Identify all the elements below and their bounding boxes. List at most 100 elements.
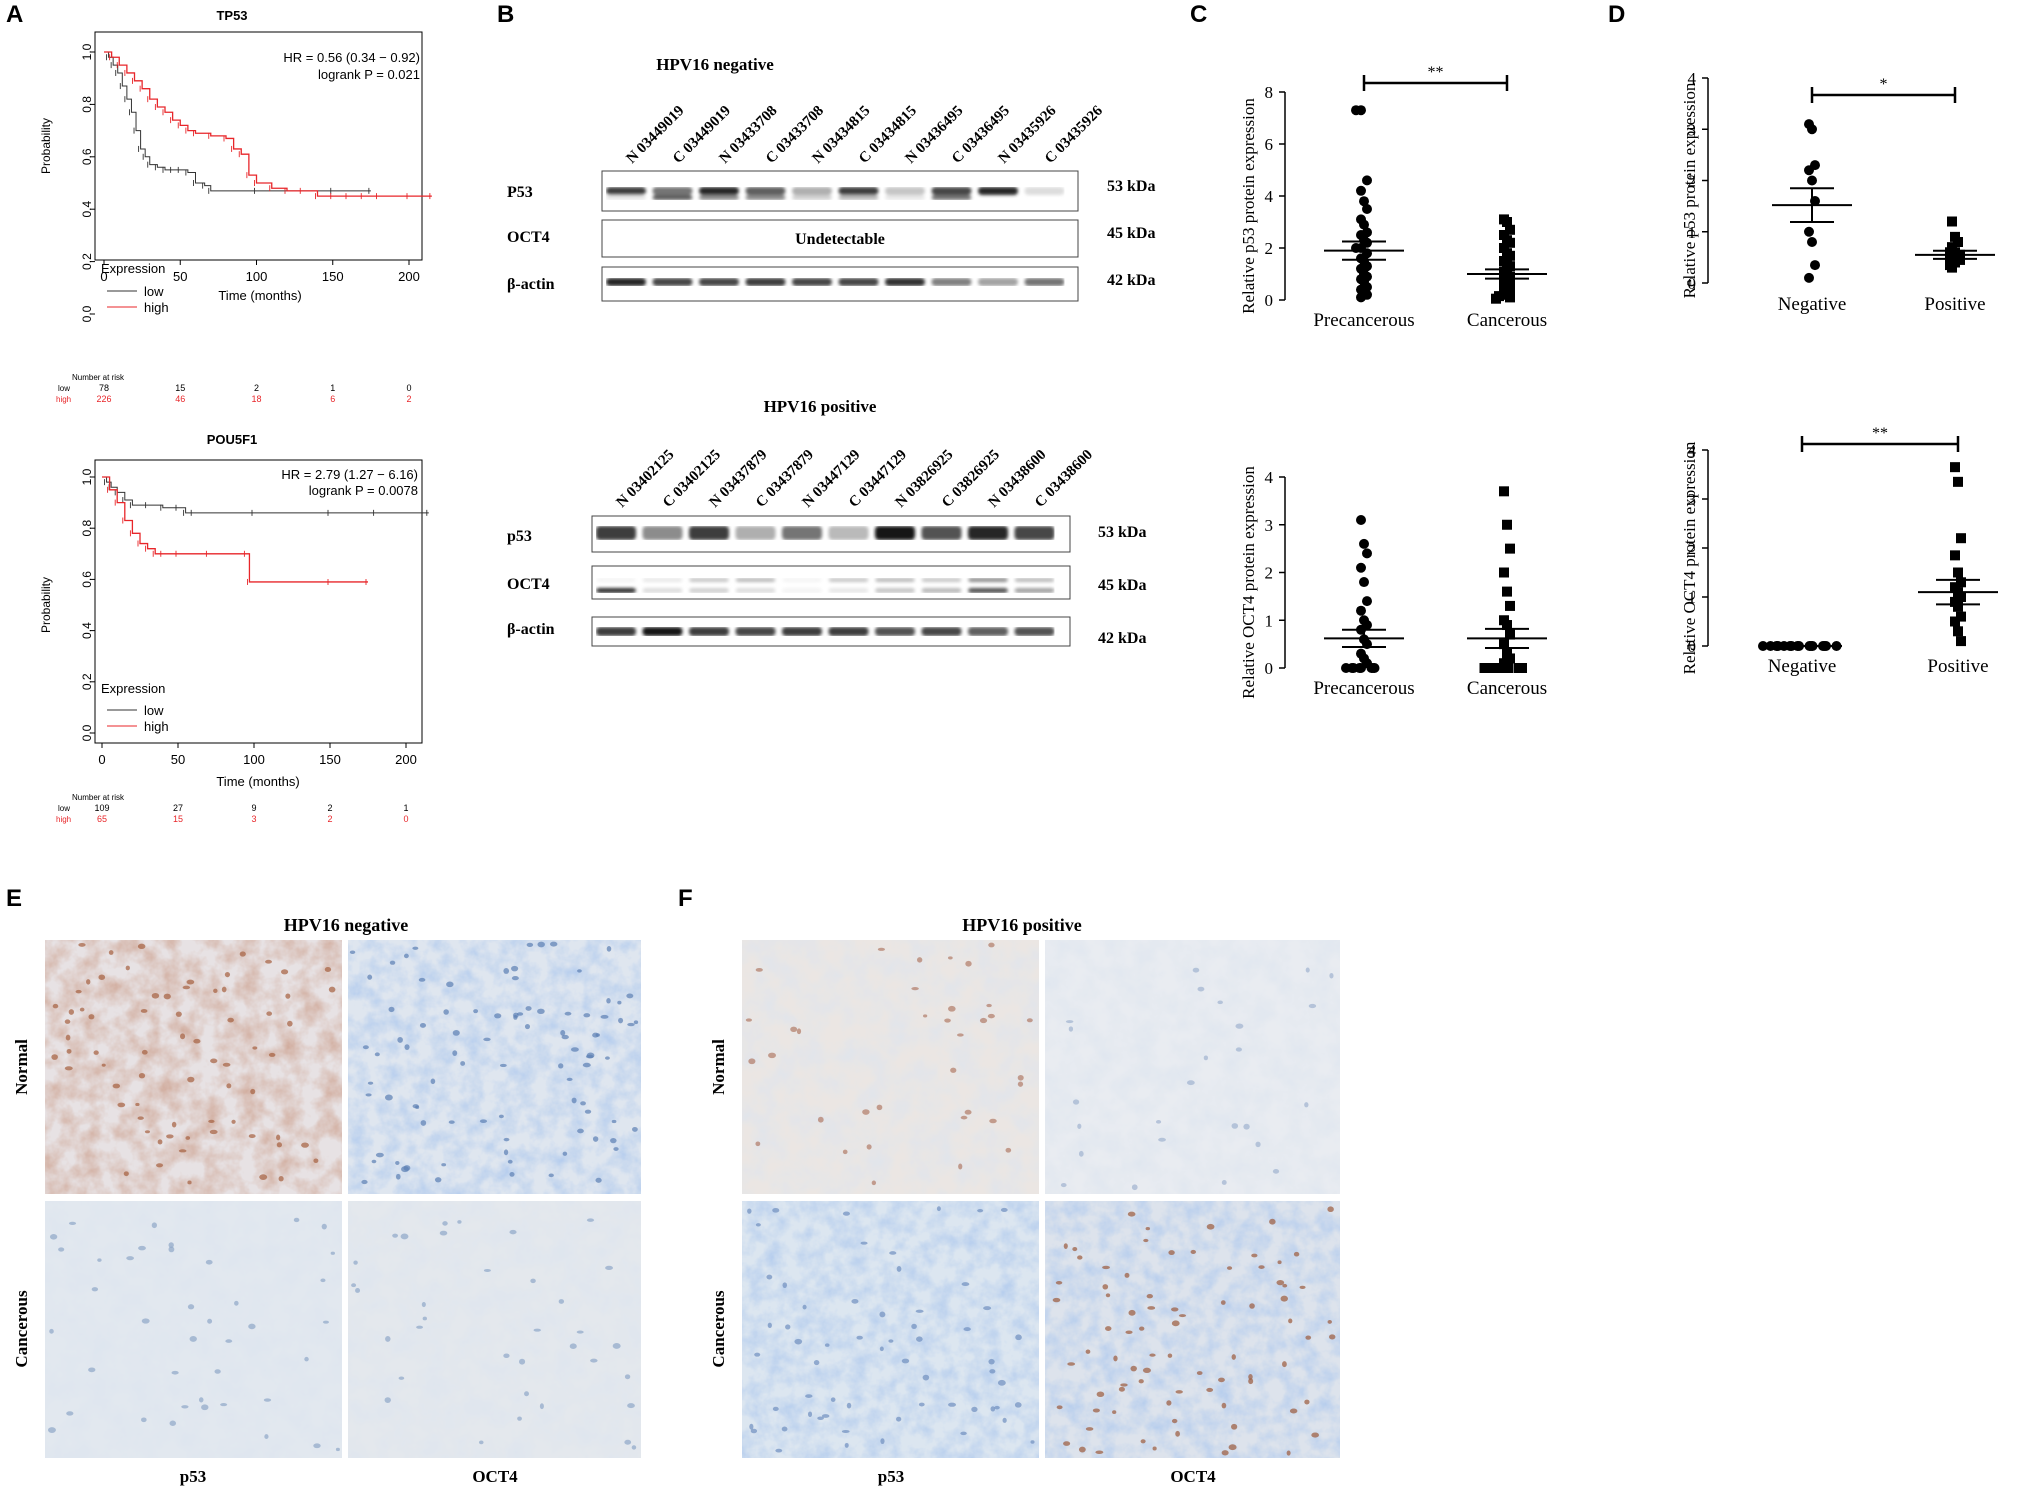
data-point [1341, 663, 1351, 673]
ihc-cell [987, 1013, 995, 1019]
ihc-cell [517, 1416, 522, 1421]
blot-band [606, 187, 646, 195]
ihc-cell [68, 1009, 75, 1015]
ihc-cell [108, 950, 114, 955]
ihc-cell [856, 1335, 863, 1340]
y-tick-label: 0 [1265, 291, 1274, 310]
blot-band [652, 187, 693, 195]
ihc-cell [64, 1019, 71, 1024]
ihc-cell [817, 1116, 824, 1123]
ihc-cell [1286, 1450, 1291, 1456]
blot-band [828, 526, 869, 540]
ihc-cell [1147, 1306, 1156, 1310]
blot-band [745, 195, 786, 200]
ihc-cell [209, 1129, 218, 1135]
ihc-cell [452, 1030, 460, 1036]
blot-strip-oct4 [591, 565, 1071, 600]
ihc-cell [375, 1152, 384, 1158]
ihc-cell [624, 1374, 631, 1380]
ihc-cell [187, 1076, 195, 1083]
ihc-cell [957, 1033, 964, 1037]
ihc-cell [851, 1298, 859, 1304]
ihc-cell [1203, 1055, 1209, 1061]
ihc-cell [606, 946, 612, 952]
ihc-cell [460, 1061, 466, 1066]
ihc-image-cancerous-p53-texture [45, 1201, 342, 1458]
km-risk-high-value: 65 [97, 814, 107, 824]
blot-band [1024, 187, 1065, 195]
ihc-cell [1311, 1432, 1319, 1438]
ihc-cell [526, 942, 534, 947]
ihc-cell [613, 1147, 619, 1151]
blot-band [735, 578, 776, 582]
x-category-label: Positive [1927, 656, 1988, 677]
ihc-cell [988, 1358, 995, 1365]
blot-bands-oct4 [596, 578, 1055, 593]
km-legend-low: low [144, 703, 164, 718]
ihc-cell [1139, 1326, 1145, 1331]
ihc-cell [947, 956, 953, 960]
ihc-cell [617, 1000, 622, 1005]
ihc-cell [790, 1026, 798, 1033]
ihc-cell [171, 1121, 177, 1128]
ihc-cell [794, 1338, 803, 1345]
ihc-cell [181, 1405, 189, 1409]
ihc-cell [503, 1353, 510, 1359]
ihc-cell [353, 1260, 358, 1265]
ihc-cell [225, 1339, 233, 1343]
ihc-cell [1197, 986, 1205, 992]
ihc-cell [624, 1439, 632, 1445]
blot-bands-p53 [596, 526, 1055, 540]
ihc-image-cancerous-p53-texture [742, 1201, 1039, 1458]
ihc-cell [590, 1358, 598, 1363]
km-curve-high [104, 51, 432, 197]
ihc-cell [1105, 1293, 1111, 1298]
ihc-cell [1026, 1018, 1033, 1023]
blot-band [689, 526, 729, 540]
km-hr: HR = 0.56 (0.34 − 0.92) [283, 50, 420, 65]
ihc-cell [1067, 1362, 1076, 1366]
ihc-cell [266, 1011, 273, 1016]
ihc-cell [86, 979, 91, 985]
km-x-tick-label: 50 [173, 269, 187, 284]
ihc-cell [443, 1009, 449, 1015]
data-point [1369, 663, 1380, 673]
ihc-cell [747, 1208, 752, 1214]
blot-band [921, 526, 962, 540]
blot-band [689, 627, 729, 636]
y-tick-label: 2 [1688, 539, 1697, 558]
ihc-cell [276, 1134, 281, 1141]
kda-45: 45 kDa [1098, 577, 1146, 594]
km-y-label: Probability [39, 118, 53, 174]
ihc-cell [1171, 1418, 1178, 1424]
ihc-cell [265, 959, 272, 964]
ihc-cell [362, 1045, 369, 1050]
ihc-cell [986, 1003, 992, 1008]
ihc-cell [503, 1137, 510, 1142]
data-point [1953, 567, 1963, 578]
ihc-cell [533, 1328, 541, 1332]
ihc-cell [313, 1443, 321, 1449]
ihc-cell [584, 1109, 592, 1114]
ihc-cell [58, 1247, 65, 1252]
ihc-cell [1327, 1320, 1332, 1324]
ihc-cell [586, 1052, 595, 1059]
ihc-cell [88, 1367, 96, 1373]
ihc-cell [1005, 1147, 1012, 1153]
blot-band [1014, 526, 1055, 540]
ihc-cell [1175, 1430, 1180, 1437]
ihc-cell [1128, 1309, 1136, 1316]
ihc-cell [79, 1007, 85, 1012]
km-title: TP53 [216, 8, 247, 23]
ihc-cell [1077, 1255, 1083, 1260]
ihc-cell [1192, 967, 1200, 973]
ihc-cell [612, 1343, 621, 1349]
y-tick-label: 0 [1688, 637, 1697, 656]
ihc-cell [595, 1033, 600, 1037]
ihc-cell [1063, 1441, 1071, 1446]
ihc-cell [1120, 1383, 1128, 1387]
ihc-cell [1131, 1184, 1138, 1191]
ihc-cell [631, 1445, 637, 1450]
blot-band [828, 588, 869, 593]
